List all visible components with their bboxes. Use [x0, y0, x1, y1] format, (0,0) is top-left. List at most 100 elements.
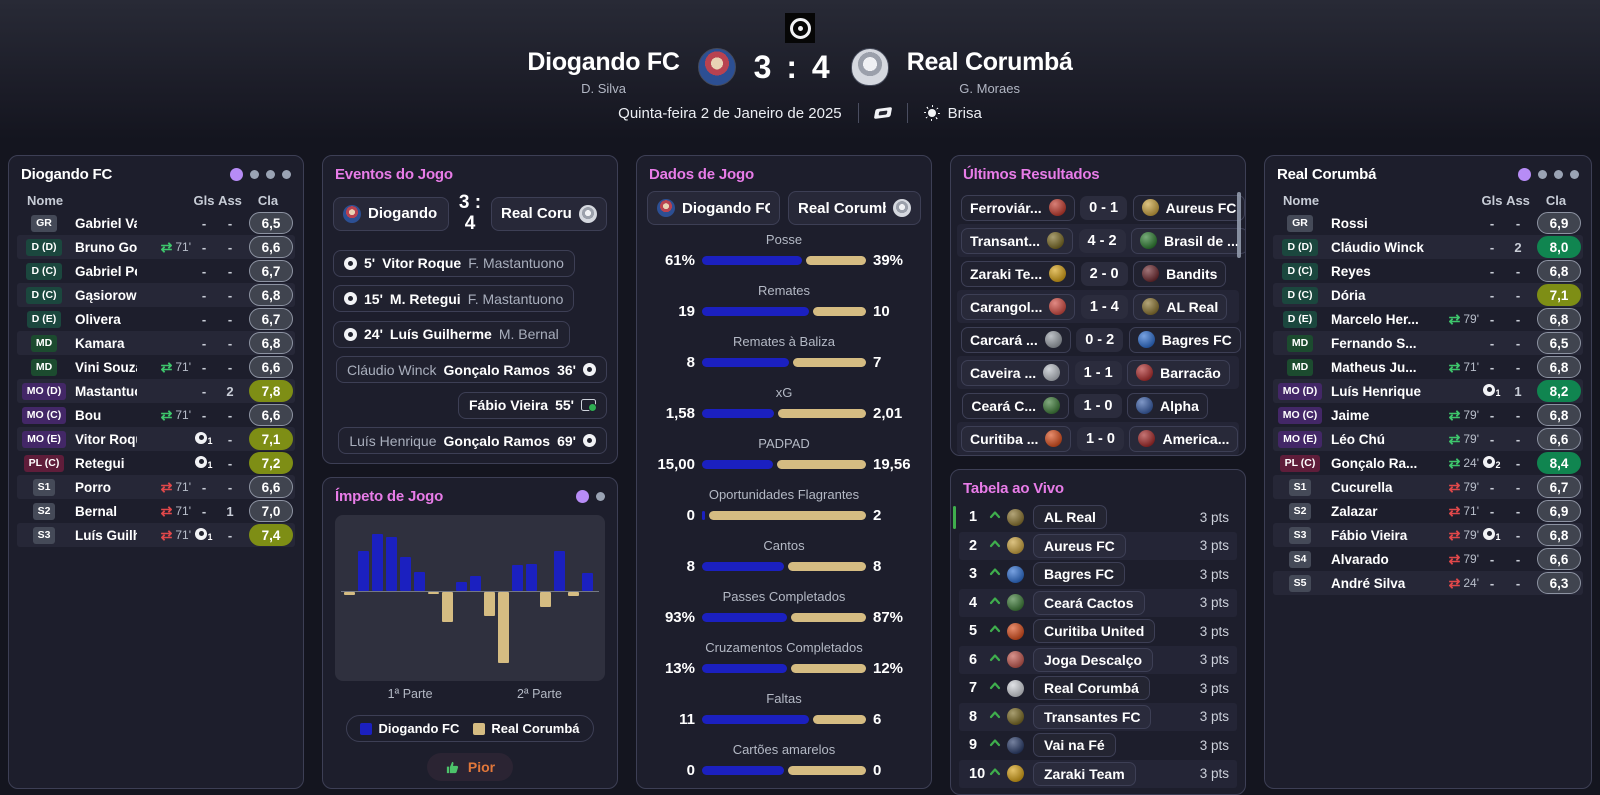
match-event[interactable]: 24' Luís Guilherme M. Bernal: [333, 320, 570, 348]
player-row[interactable]: S3 Fábio Vieira ⇄ 79' 1 -6,8: [1273, 523, 1583, 547]
result-score[interactable]: 4 - 2: [1078, 228, 1126, 253]
match-event[interactable]: Fábio Vieira 55': [457, 391, 607, 419]
result-away-club[interactable]: Barracão: [1127, 359, 1230, 386]
player-row[interactable]: MD Matheus Ju... ⇄ 71' - -6,8: [1273, 355, 1583, 379]
events-away-team-button[interactable]: Real Corum...: [491, 196, 607, 231]
result-home-club[interactable]: Caveira ...: [961, 359, 1070, 386]
result-away-club[interactable]: Aureus FC: [1132, 194, 1245, 221]
table-club-pill[interactable]: Curitiba United: [1033, 619, 1156, 644]
result-home-club[interactable]: Carcará ...: [961, 326, 1071, 353]
table-club-pill[interactable]: Aureus FC: [1033, 533, 1126, 558]
table-club-pill[interactable]: AL Real: [1033, 505, 1107, 530]
player-name: Alvarado: [1331, 551, 1389, 567]
table-club-pill[interactable]: Zaraki Team: [1033, 761, 1136, 786]
events-list: 5' Vitor Roque F. Mastantuono 15' M. Retegui…: [323, 235, 617, 463]
away-crest[interactable]: [850, 48, 889, 86]
table-club-pill[interactable]: Real Corumbá: [1033, 676, 1150, 701]
player-row[interactable]: MO (C) Jaime ⇄ 79' - -6,8: [1273, 403, 1583, 427]
result-score[interactable]: 0 - 1: [1080, 195, 1128, 220]
player-row[interactable]: MO (D) Luís Henrique 1 1 8,2: [1273, 379, 1583, 403]
view-dot-active[interactable]: [576, 490, 589, 503]
player-row[interactable]: PL (C) Gonçalo Ra... ⇄ 24' 2 -8,4: [1273, 451, 1583, 475]
view-dot[interactable]: [596, 492, 605, 501]
result-away-club[interactable]: Bagres FC: [1128, 326, 1241, 353]
view-dot-active[interactable]: [1518, 168, 1531, 181]
table-club-pill[interactable]: Joga Descalço: [1033, 647, 1154, 672]
table-club-pill[interactable]: Ceará Cactos: [1033, 590, 1145, 615]
result-home-club[interactable]: Ferroviár...: [961, 194, 1075, 221]
scrollbar[interactable]: [1237, 192, 1241, 258]
match-event[interactable]: Luís Henrique Gonçalo Ramos 69': [338, 427, 607, 455]
player-position: D (C): [19, 262, 69, 280]
match-event[interactable]: 15' M. Retegui F. Mastantuono: [333, 285, 575, 313]
player-row[interactable]: MD Kamara - -6,8: [17, 331, 295, 355]
view-dot[interactable]: [1554, 170, 1563, 179]
player-row[interactable]: S5 André Silva ⇄ 24' - -6,3: [1273, 571, 1583, 595]
event-scorer: M. Retegui: [389, 290, 461, 307]
result-home-club[interactable]: Carangol...: [961, 293, 1076, 320]
result-score[interactable]: 1 - 0: [1076, 426, 1124, 451]
momentum-bar-home: [386, 536, 397, 591]
result-away-club[interactable]: Brasil de ...: [1131, 227, 1245, 254]
result-score[interactable]: 2 - 0: [1080, 261, 1128, 286]
player-row[interactable]: S2 Bernal ⇄ 71' - 1 7,0: [17, 499, 295, 523]
table-club-pill[interactable]: Vai na Fé: [1033, 733, 1116, 758]
view-dot[interactable]: [282, 170, 291, 179]
view-dot[interactable]: [250, 170, 259, 179]
momentum-bar-home: [470, 576, 481, 591]
table-points: 3 pts: [1199, 509, 1229, 525]
player-row[interactable]: MO (E) Vitor Roque 1 -7,1: [17, 427, 295, 451]
player-row[interactable]: MD Fernando S... - -6,5: [1273, 331, 1583, 355]
result-away-club[interactable]: America...: [1129, 425, 1239, 452]
view-dot[interactable]: [1570, 170, 1579, 179]
result-score[interactable]: 0 - 2: [1076, 327, 1124, 352]
result-home-club[interactable]: Ceará C...: [962, 392, 1069, 419]
player-row[interactable]: S2 Zalazar ⇄ 71' - -6,9: [1273, 499, 1583, 523]
player-row[interactable]: S4 Alvarado ⇄ 79' - -6,6: [1273, 547, 1583, 571]
result-score[interactable]: 1 - 0: [1074, 393, 1122, 418]
table-club-pill[interactable]: Bagres FC: [1033, 562, 1126, 587]
events-home-team-button[interactable]: Diogando ...: [333, 196, 449, 231]
result-home-club[interactable]: Transant...: [961, 227, 1074, 254]
match-event[interactable]: 5' Vitor Roque F. Mastantuono: [333, 249, 575, 277]
result-score[interactable]: 1 - 1: [1074, 360, 1122, 385]
player-row[interactable]: D (C) Dória - -7,1: [1273, 283, 1583, 307]
away-team-name[interactable]: Real Corumbá: [906, 48, 1073, 76]
player-row[interactable]: MD Vini Souza ⇄ 71' - -6,6: [17, 355, 295, 379]
player-row[interactable]: D (E) Marcelo Her... ⇄ 79' - -6,8: [1273, 307, 1583, 331]
stat-values-row: 19 10: [637, 303, 931, 331]
result-home-club[interactable]: Zaraki Te...: [961, 260, 1076, 287]
result-away-club[interactable]: Bandits: [1133, 260, 1227, 287]
stats-home-team-button[interactable]: Diogando FC: [647, 191, 780, 225]
player-row[interactable]: MO (C) Bou ⇄ 71' - -6,6: [17, 403, 295, 427]
player-row[interactable]: D (D)Bruno Gomes⇄71'--6,6: [17, 235, 295, 259]
table-club-pill[interactable]: Transantes FC: [1033, 704, 1152, 729]
result-score[interactable]: 1 - 4: [1080, 294, 1128, 319]
player-row[interactable]: PL (C) Retegui 1 -7,2: [17, 451, 295, 475]
player-row[interactable]: D (C)Gąsiorowski--6,8: [17, 283, 295, 307]
player-row[interactable]: GR Rossi - -6,9: [1273, 211, 1583, 235]
match-event[interactable]: Cláudio Winck Gonçalo Ramos 36': [336, 356, 607, 384]
home-crest[interactable]: [697, 48, 736, 86]
view-dot-active[interactable]: [230, 168, 243, 181]
player-row[interactable]: D (E) Olivera - -6,7: [17, 307, 295, 331]
player-row[interactable]: S1 Porro ⇄ 71' - -6,6: [17, 475, 295, 499]
momentum-feedback-button[interactable]: Pior: [426, 753, 514, 781]
player-row[interactable]: D (C) Reyes - -6,8: [1273, 259, 1583, 283]
result-away-club[interactable]: AL Real: [1133, 293, 1228, 320]
view-dot[interactable]: [266, 170, 275, 179]
player-row[interactable]: MO (E) Léo Chú ⇄ 79' - -6,6: [1273, 427, 1583, 451]
result-home-club[interactable]: Curitiba ...: [961, 425, 1072, 452]
player-row[interactable]: MO (D) Mastantuono - 2 7,8: [17, 379, 295, 403]
stats-away-team-button[interactable]: Real Corumbá: [788, 191, 921, 225]
player-row[interactable]: D (D) Cláudio Winck - 2 8,0: [1273, 235, 1583, 259]
view-dot[interactable]: [1538, 170, 1547, 179]
player-row[interactable]: D (C)Gabriel Per...--6,7: [17, 259, 295, 283]
table-row: 9 Vai na Fé 3 pts: [959, 731, 1237, 760]
result-away-club[interactable]: Alpha: [1127, 392, 1208, 419]
home-team-name[interactable]: Diogando FC: [527, 48, 680, 76]
player-row[interactable]: S1 Cucurella ⇄ 79' - -6,7: [1273, 475, 1583, 499]
